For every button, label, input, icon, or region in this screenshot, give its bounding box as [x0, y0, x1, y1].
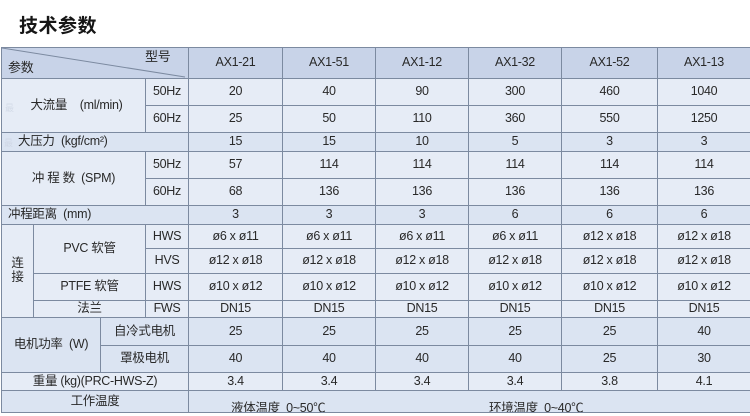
svg-text:参数: 参数 — [8, 57, 34, 76]
svg-text:型号: 型号 — [145, 48, 171, 65]
